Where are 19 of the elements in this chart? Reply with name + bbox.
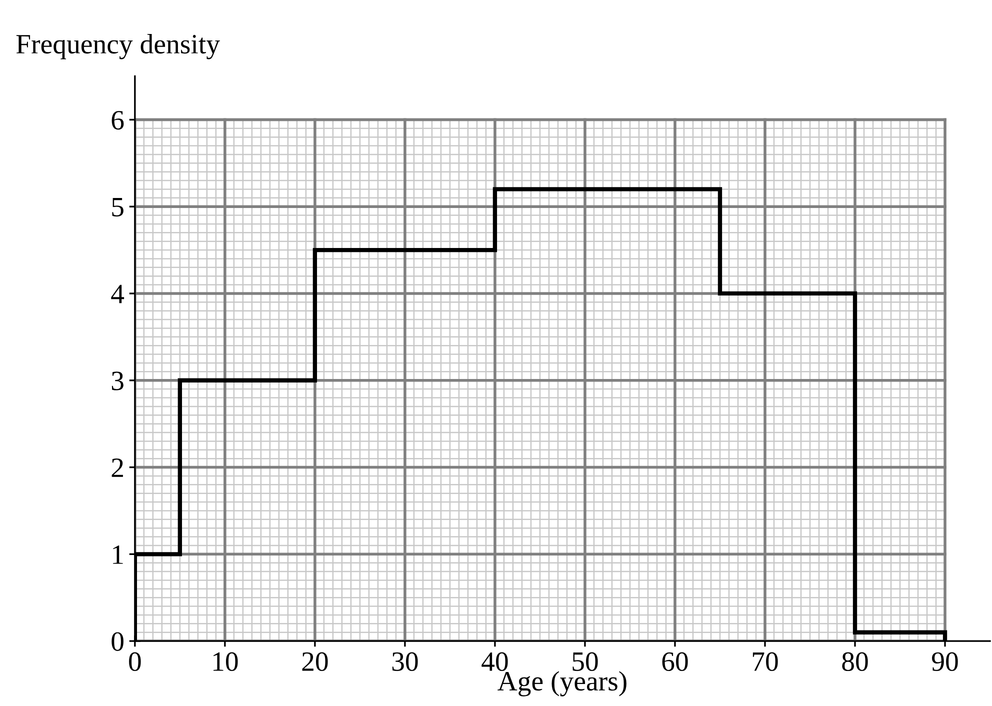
x-axis-title: Age (years) xyxy=(498,671,626,696)
y-tick-label: 0 xyxy=(112,632,124,651)
x-tick-label: 0 xyxy=(129,652,141,672)
y-tick-label: 3 xyxy=(112,372,124,390)
y-tick-label: 5 xyxy=(112,198,124,216)
x-tick-label: 20 xyxy=(302,652,328,672)
x-tick-label: 70 xyxy=(752,652,778,672)
y-axis-title: Frequency density xyxy=(16,34,220,60)
x-tick-label: 30 xyxy=(392,652,418,672)
y-tick-label: 4 xyxy=(111,284,124,304)
x-tick-label: 40 xyxy=(482,652,508,672)
y-tick-label: 2 xyxy=(112,458,123,477)
x-tick-label: 10 xyxy=(213,652,238,672)
y-tick-label: 6 xyxy=(112,110,124,130)
x-tick-label: 60 xyxy=(662,652,688,672)
x-tick-label: 50 xyxy=(572,652,598,672)
x-tick-label: 90 xyxy=(932,652,958,672)
x-tick-label: 80 xyxy=(842,652,868,672)
y-tick-label: 1 xyxy=(113,545,123,564)
